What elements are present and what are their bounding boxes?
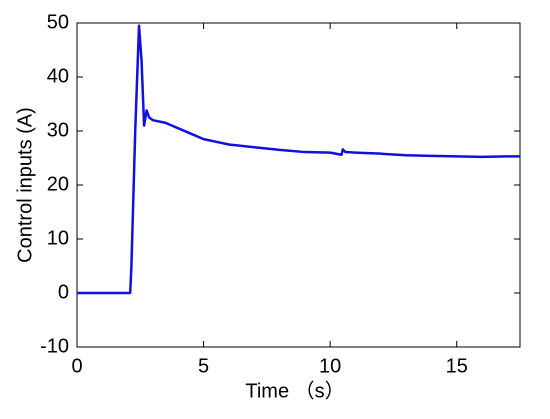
y-tick-label: 50 (47, 11, 69, 33)
x-tick-label: 10 (319, 355, 341, 377)
y-tick-label: -10 (40, 335, 69, 357)
y-tick-label: 40 (47, 65, 69, 87)
y-tick-label: 10 (47, 227, 69, 249)
x-axis-label: Time （s） (245, 379, 344, 402)
y-axis-label: Control inputs (A) (14, 107, 36, 263)
y-tick-label: 0 (58, 281, 69, 303)
x-tick-label: 15 (446, 355, 468, 377)
data-line (77, 24, 520, 295)
x-tick-label: 5 (198, 355, 209, 377)
x-tick-label: 0 (71, 355, 82, 377)
plot-frame (76, 22, 521, 348)
y-tick-label: 30 (47, 119, 69, 141)
y-tick-label: 20 (47, 173, 69, 195)
